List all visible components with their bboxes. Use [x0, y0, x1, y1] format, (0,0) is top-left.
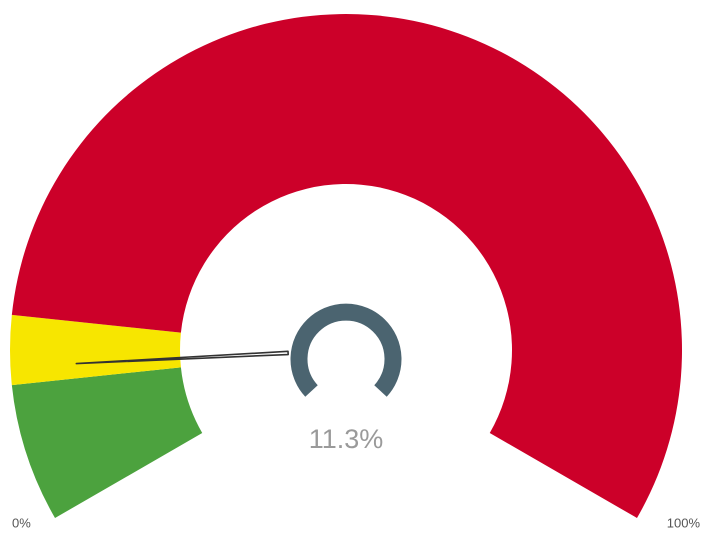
needle	[75, 350, 289, 365]
gauge-band	[10, 314, 181, 386]
tick-label: 100%	[667, 515, 701, 530]
gauge-value-label: 11.3%	[309, 424, 384, 454]
needle-hub	[290, 303, 402, 397]
gauge-band	[11, 367, 203, 518]
tick-label: 0%	[12, 515, 31, 530]
gauge-band	[11, 14, 683, 519]
